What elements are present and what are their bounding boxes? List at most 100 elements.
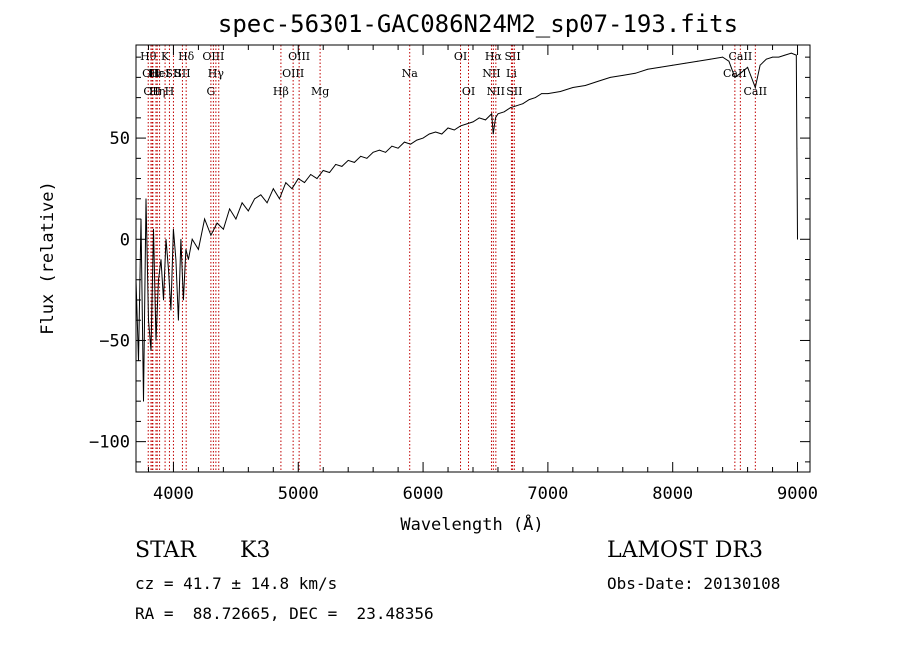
data-point-0-46 xyxy=(341,166,343,167)
data-point-0-11 xyxy=(163,299,164,301)
line-label-7: K xyxy=(161,50,170,63)
line-label-1: OII xyxy=(142,67,160,80)
data-point-0-67 xyxy=(472,121,474,123)
data-point-0-62 xyxy=(441,133,443,135)
data-point-0-29 xyxy=(235,218,237,220)
data-point-0-76 xyxy=(516,105,518,107)
series-line-flux xyxy=(135,52,798,402)
line-label-9: SII xyxy=(165,67,181,80)
data-point-0-45 xyxy=(335,164,337,165)
line-label-21: OI xyxy=(454,50,467,63)
data-point-0-42 xyxy=(316,178,318,180)
data-point-0-102 xyxy=(765,58,767,60)
line-label-31: CaII xyxy=(743,85,767,98)
data-point-0-94 xyxy=(709,58,711,60)
data-point-0-108 xyxy=(796,147,798,149)
data-point-0-27 xyxy=(223,228,224,230)
line-label-13: OIII xyxy=(202,50,224,63)
chart-title: spec-56301-GAC086N24M2_sp07-193.fits xyxy=(218,10,738,38)
data-point-0-83 xyxy=(572,87,574,88)
data-point-0-35 xyxy=(272,188,274,190)
data-point-0-91 xyxy=(672,64,674,66)
data-point-0-3 xyxy=(143,400,144,402)
line-label-10: SII xyxy=(174,67,190,80)
data-point-0-59 xyxy=(422,137,424,139)
data-point-0-43 xyxy=(322,170,324,171)
data-point-0-75 xyxy=(510,107,511,109)
y-tick-label-1: −50 xyxy=(99,331,130,351)
line-label-25: NII xyxy=(487,85,505,98)
data-point-0-32 xyxy=(254,198,256,200)
line-label-17: OIII xyxy=(282,67,304,80)
line-label-28: SII xyxy=(506,85,522,98)
line-label-2: OII xyxy=(143,85,161,98)
data-point-0-8 xyxy=(155,340,157,341)
data-point-0-18 xyxy=(180,238,182,240)
data-point-0-6 xyxy=(150,350,152,351)
data-point-0-101 xyxy=(759,64,761,66)
data-point-0-90 xyxy=(659,66,661,68)
data-point-0-56 xyxy=(404,141,405,143)
data-point-0-65 xyxy=(460,125,461,127)
data-point-0-73 xyxy=(497,113,499,115)
data-point-0-50 xyxy=(366,157,368,159)
data-point-0-66 xyxy=(466,123,468,125)
data-point-0-98 xyxy=(740,72,741,74)
data-point-0-87 xyxy=(622,75,624,76)
line-label-26: Li xyxy=(506,67,517,80)
data-point-0-64 xyxy=(453,129,455,131)
line-label-0: Hθ xyxy=(140,50,157,63)
data-point-0-82 xyxy=(560,91,561,92)
data-point-0-95 xyxy=(722,56,723,58)
series-layer xyxy=(135,52,798,402)
data-point-0-97 xyxy=(734,77,736,78)
x-tick-label-5: 9000 xyxy=(777,484,818,504)
data-point-0-63 xyxy=(447,127,449,129)
data-point-0-41 xyxy=(310,174,312,175)
data-point-0-33 xyxy=(260,194,262,196)
survey-name: LAMOST DR3 xyxy=(607,538,763,563)
y-tick-label-3: 50 xyxy=(110,129,130,149)
data-point-0-78 xyxy=(528,99,530,100)
data-point-0-23 xyxy=(198,249,199,250)
data-point-0-40 xyxy=(304,182,305,184)
data-point-0-7 xyxy=(153,228,154,230)
data-point-0-81 xyxy=(547,93,549,94)
data-point-0-20 xyxy=(185,249,187,250)
x-tick-label-1: 5000 xyxy=(278,484,319,504)
data-point-0-26 xyxy=(216,222,218,224)
data-point-0-44 xyxy=(329,172,330,173)
data-point-0-85 xyxy=(597,81,599,82)
data-point-0-54 xyxy=(391,145,393,147)
line-label-8: H xyxy=(165,85,175,98)
line-label-12: G xyxy=(206,85,215,98)
data-point-0-77 xyxy=(522,103,524,105)
data-point-0-55 xyxy=(397,147,399,149)
data-point-0-4 xyxy=(145,198,147,200)
data-point-0-96 xyxy=(728,60,730,62)
line-label-20: Na xyxy=(402,67,419,80)
coordinates: RA = 88.72665, DEC = 23.48356 xyxy=(135,604,434,623)
x-tick-label-3: 7000 xyxy=(527,484,568,504)
data-point-0-72 xyxy=(495,117,496,119)
data-point-0-107 xyxy=(795,54,797,56)
y-axis: −100 −50 0 50 xyxy=(89,56,810,463)
data-point-0-22 xyxy=(191,238,193,240)
data-point-0-70 xyxy=(491,113,493,115)
data-point-0-92 xyxy=(684,62,686,64)
data-point-0-89 xyxy=(647,68,649,70)
data-point-0-57 xyxy=(410,143,411,145)
line-label-11: Hδ xyxy=(178,50,195,63)
data-point-0-68 xyxy=(478,117,480,119)
line-label-30: CaII xyxy=(729,50,753,63)
data-point-0-88 xyxy=(634,72,636,74)
line-label-14: Hγ xyxy=(208,67,225,80)
data-point-0-61 xyxy=(435,131,436,133)
data-point-0-24 xyxy=(204,218,206,220)
object-class: STAR xyxy=(135,538,196,563)
data-point-0-17 xyxy=(178,319,179,321)
line-label-16: Hβ xyxy=(273,85,289,98)
data-point-0-5 xyxy=(148,319,149,321)
obs-date: Obs-Date: 20130108 xyxy=(607,574,781,593)
